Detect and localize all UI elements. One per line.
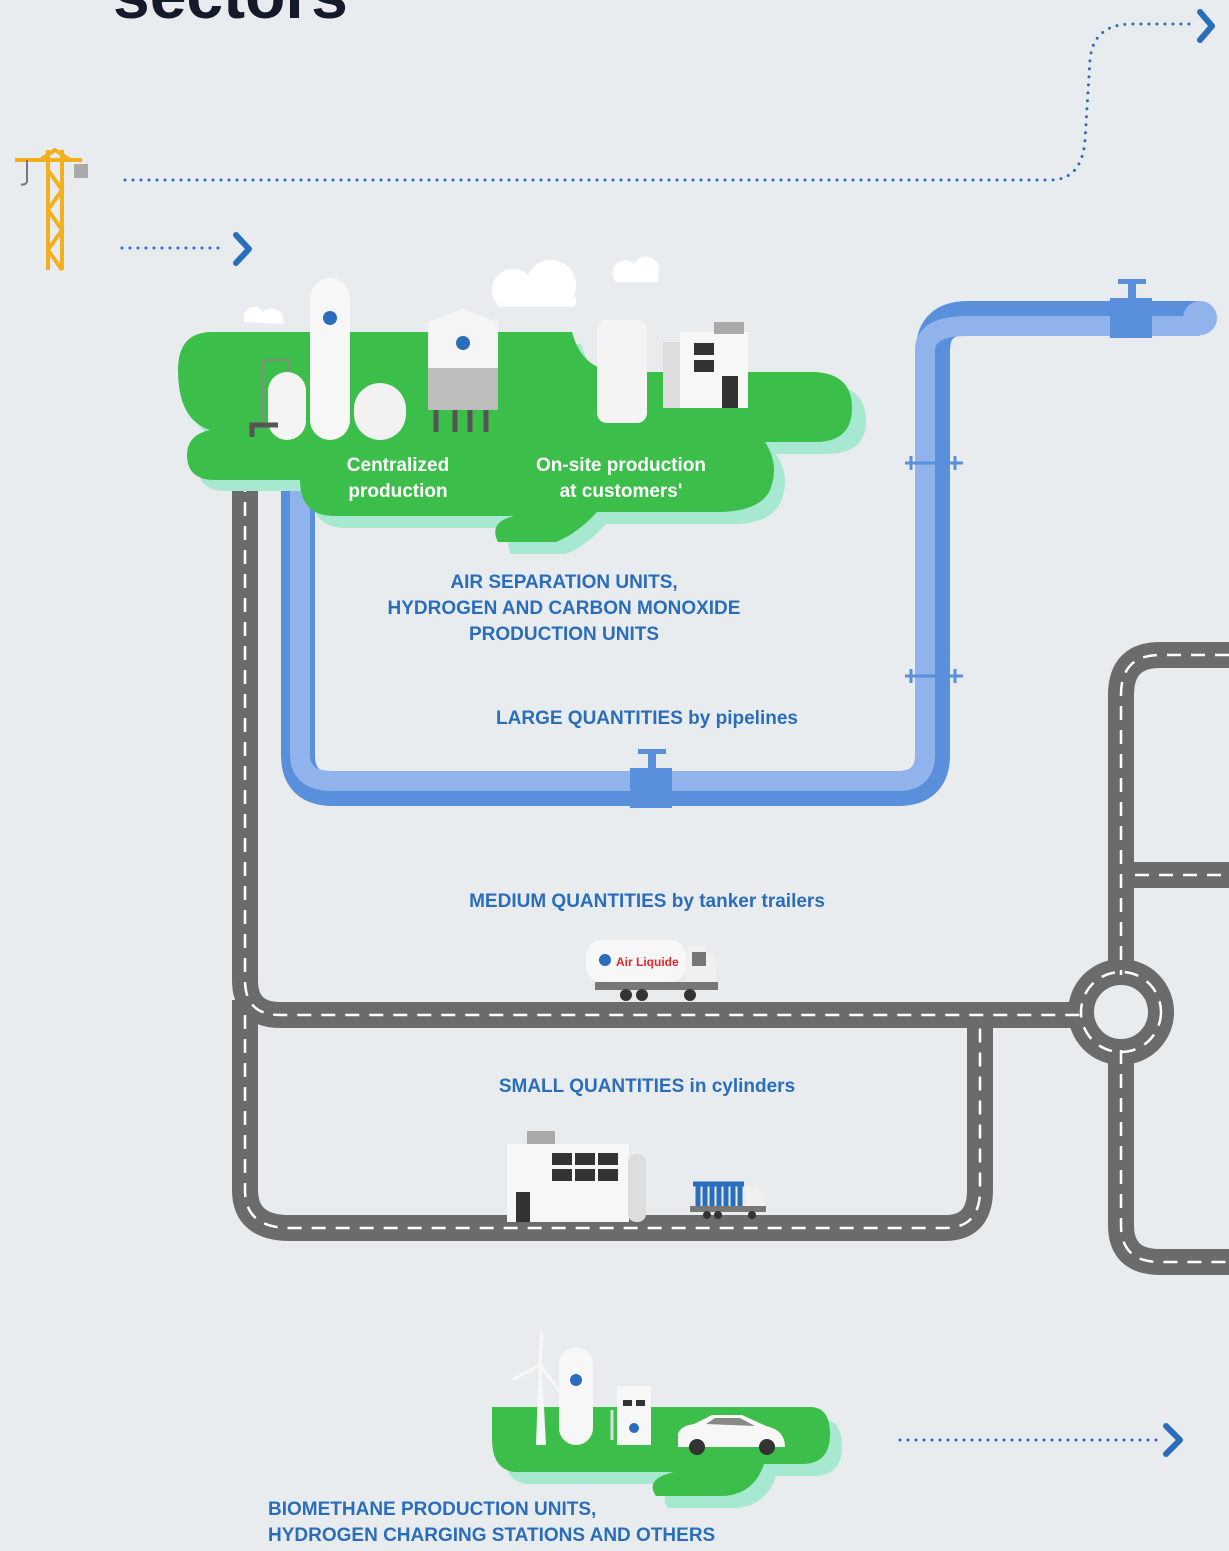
units-label: AIR SEPARATION UNITS, HYDROGEN AND CARBON… [388,572,741,645]
text-line: SMALL QUANTITIES [499,1076,684,1097]
text-line: LARGE QUANTITIES [496,708,683,729]
text-line: production [348,481,447,502]
centralized-label: Centralized production [347,455,449,502]
text-line: HYDROGEN AND CARBON MONOXIDE [388,598,741,619]
pipeline [281,279,1217,808]
text-line: On-site production [536,455,706,476]
text-line: at customers' [560,481,683,502]
truck-brand: Air Liquide [616,955,679,969]
text-line: MEDIUM QUANTITIES [469,891,666,912]
text-line: PRODUCTION UNITS [469,624,659,645]
text-line: in cylinders [690,1076,796,1097]
tanker-truck: Air Liquide [586,940,718,1001]
chevron [1163,1423,1183,1457]
factory [507,1131,646,1222]
crane [15,147,88,272]
title: sectors [113,0,348,32]
text-line: Centralized [347,455,449,476]
text-line: HYDROGEN CHARGING STATIONS AND OTHERS [268,1525,715,1546]
cylinder-truck [690,1181,766,1219]
small-label: SMALL QUANTITIES in cylinders [499,1076,795,1097]
chevron [233,232,252,266]
others-label: BIOMETHANE PRODUCTION UNITS, HYDROGEN CHA… [268,1499,715,1546]
text-line: by pipelines [688,708,798,729]
large-label: LARGE QUANTITIES by pipelines [496,708,798,729]
dotted-arrow [123,22,1194,182]
medium-label: MEDIUM QUANTITIES by tanker trailers [469,891,825,912]
others-island [492,1331,842,1508]
roads [232,478,1229,1275]
text-line: BIOMETHANE PRODUCTION UNITS, [268,1499,596,1520]
on-site-label: On-site production at customers' [536,455,706,502]
text-line: AIR SEPARATION UNITS, [450,572,677,593]
production-island: Centralized production On-site production… [178,256,866,554]
chevron [1197,9,1215,43]
text-line: by tanker trailers [672,891,825,912]
